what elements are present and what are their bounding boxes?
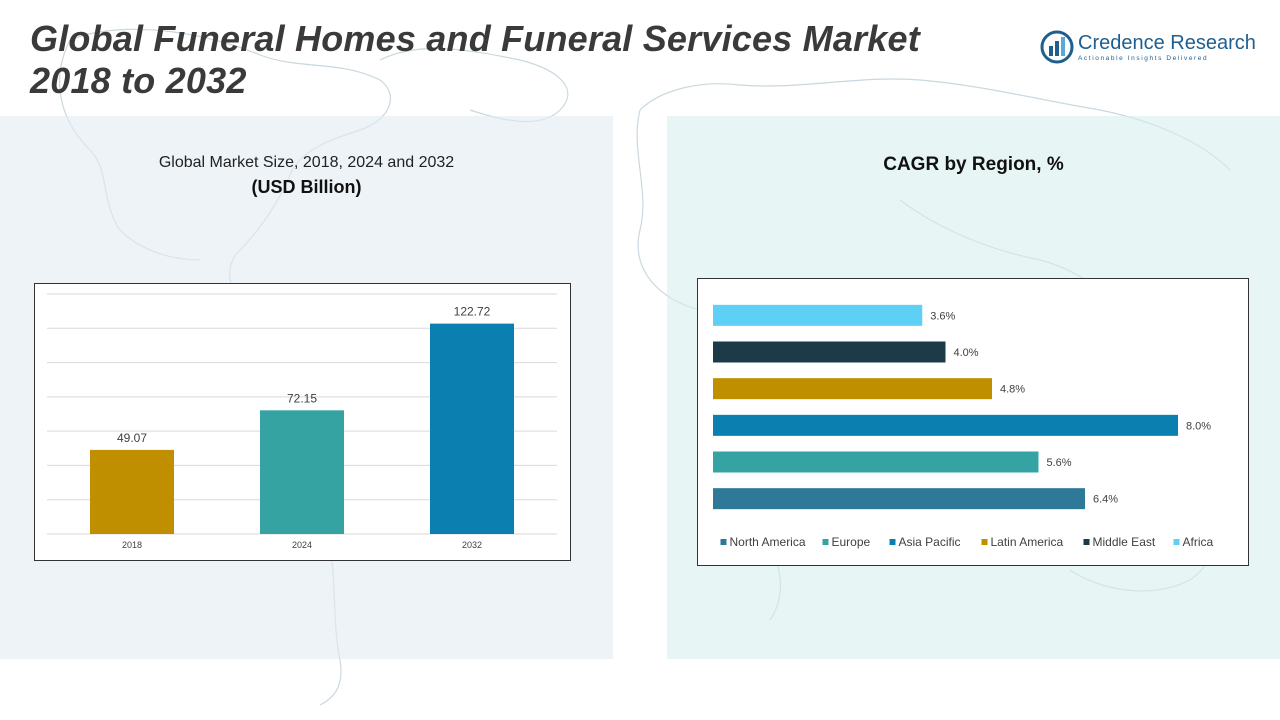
legend-label: Africa — [1183, 535, 1214, 549]
cagr-heading: CAGR by Region, % — [883, 154, 1064, 175]
legend-label: Middle East — [1093, 535, 1156, 549]
credence-research-logo: Credence Research Actionable Insights De… — [1040, 30, 1260, 70]
bar-value-label: 72.15 — [287, 391, 317, 405]
bar-2024 — [260, 410, 344, 534]
market-size-panel: Global Market Size, 2018, 2024 and 2032 … — [0, 116, 613, 659]
legend-label: Latin America — [991, 535, 1064, 549]
logo-name: Credence Research — [1078, 32, 1256, 54]
x-tick-label: 2018 — [122, 540, 142, 550]
bar-2018 — [90, 449, 174, 534]
legend-swatch — [1173, 539, 1180, 545]
cagr-bar-chart: 6.4% 5.6% 8.0% 4.8% 4.0% 3.6% North America Eur… — [713, 304, 1214, 549]
bar-value-label: 3.6% — [930, 310, 955, 322]
title-line-1: Global Funeral Homes and Funeral Service… — [30, 18, 920, 59]
legend-swatch — [1083, 539, 1090, 545]
page-title: Global Funeral Homes and Funeral Service… — [30, 18, 920, 102]
legend-label: Asia Pacific — [899, 535, 961, 549]
cagr-panel: CAGR by Region, % 6.4% 5.6% 8.0% 4.8% 4.0% 3.… — [667, 116, 1280, 659]
bar-2032 — [430, 323, 514, 534]
x-tick-label: 2024 — [292, 540, 312, 550]
market-size-bar-chart: 49.07 2018 72.15 2024 122.72 2032 — [47, 293, 557, 550]
bar-value-label: 6.4% — [1093, 494, 1118, 506]
logo-tagline: Actionable Insights Delivered — [1078, 55, 1209, 62]
bar-africa — [713, 304, 923, 326]
legend-swatch — [889, 539, 896, 545]
cagr-chart-frame: 6.4% 5.6% 8.0% 4.8% 4.0% 3.6% North America Eur… — [697, 278, 1249, 566]
logo-chart-icon — [1040, 30, 1074, 64]
bar-middle-east — [713, 341, 946, 363]
title-line-2: 2018 to 2032 — [30, 60, 247, 101]
bar-value-label: 4.0% — [954, 347, 979, 359]
bar-north-america — [713, 488, 1085, 510]
bar-europe — [713, 451, 1039, 473]
legend-label: Europe — [832, 535, 871, 549]
market-size-unit: (USD Billion) — [251, 177, 362, 197]
x-tick-label: 2032 — [462, 540, 482, 550]
bar-value-label: 5.6% — [1047, 457, 1072, 469]
bar-value-label: 122.72 — [454, 305, 491, 319]
bar-latin-america — [713, 378, 992, 400]
market-size-chart-frame: 49.07 2018 72.15 2024 122.72 2032 — [34, 283, 571, 561]
bar-asia-pacific — [713, 414, 1178, 436]
legend-swatch — [822, 539, 829, 545]
market-size-heading: Global Market Size, 2018, 2024 and 2032 — [158, 154, 455, 171]
bar-value-label: 49.07 — [117, 431, 147, 445]
legend-label: North America — [730, 535, 806, 549]
bar-value-label: 4.8% — [1000, 384, 1025, 396]
legend-swatch — [720, 539, 727, 545]
bar-value-label: 8.0% — [1186, 420, 1211, 432]
legend-swatch — [981, 539, 988, 545]
